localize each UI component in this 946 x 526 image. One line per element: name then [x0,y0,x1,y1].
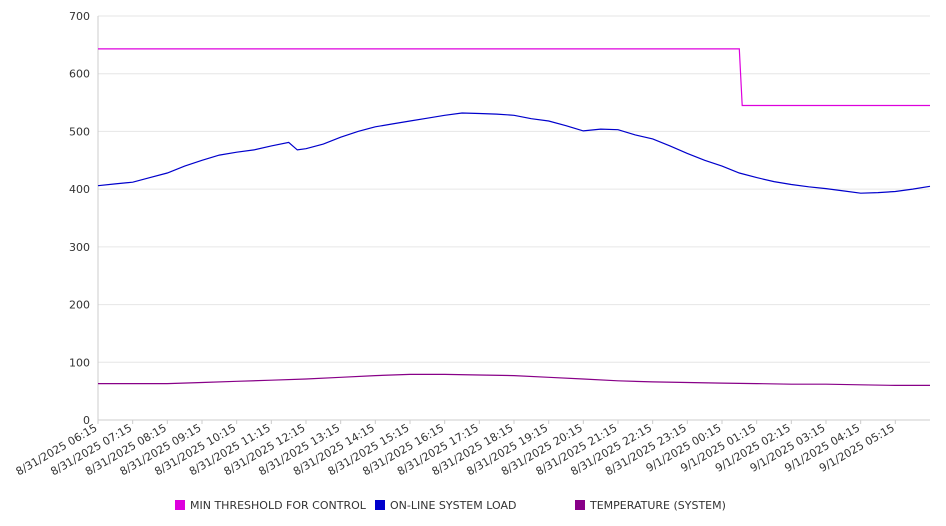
y-tick-label: 600 [69,68,90,81]
series-line-1 [97,112,931,194]
y-tick-label: 0 [83,414,90,427]
x-axis-ticks: 8/31/2025 06:158/31/2025 07:158/31/2025 … [14,420,897,478]
y-tick-label: 700 [69,10,90,23]
series-line-2 [98,373,930,386]
y-tick-label: 100 [69,356,90,369]
legend-label: TEMPERATURE (SYSTEM) [589,499,726,512]
legend-swatch [375,500,385,510]
legend-swatch [175,500,185,510]
axes [97,16,930,421]
y-tick-label: 200 [69,299,90,312]
y-tick-label: 500 [69,125,90,138]
y-tick-label: 300 [69,241,90,254]
legend: MIN THRESHOLD FOR CONTROL ON-LINE SYSTEM … [175,499,726,512]
y-axis-ticks: 0 100 200 300 400 500 600 700 [69,10,90,427]
gridlines [98,15,930,421]
legend-label: MIN THRESHOLD FOR CONTROL [190,499,367,512]
legend-swatch [575,500,585,510]
legend-label: ON-LINE SYSTEM LOAD [390,499,516,512]
series-line-0 [98,48,930,107]
y-tick-label: 400 [69,183,90,196]
series-lines [97,48,931,386]
